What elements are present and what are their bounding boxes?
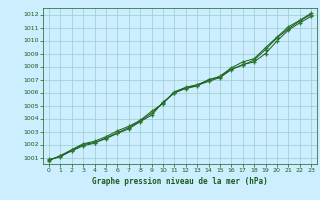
X-axis label: Graphe pression niveau de la mer (hPa): Graphe pression niveau de la mer (hPa) [92,177,268,186]
